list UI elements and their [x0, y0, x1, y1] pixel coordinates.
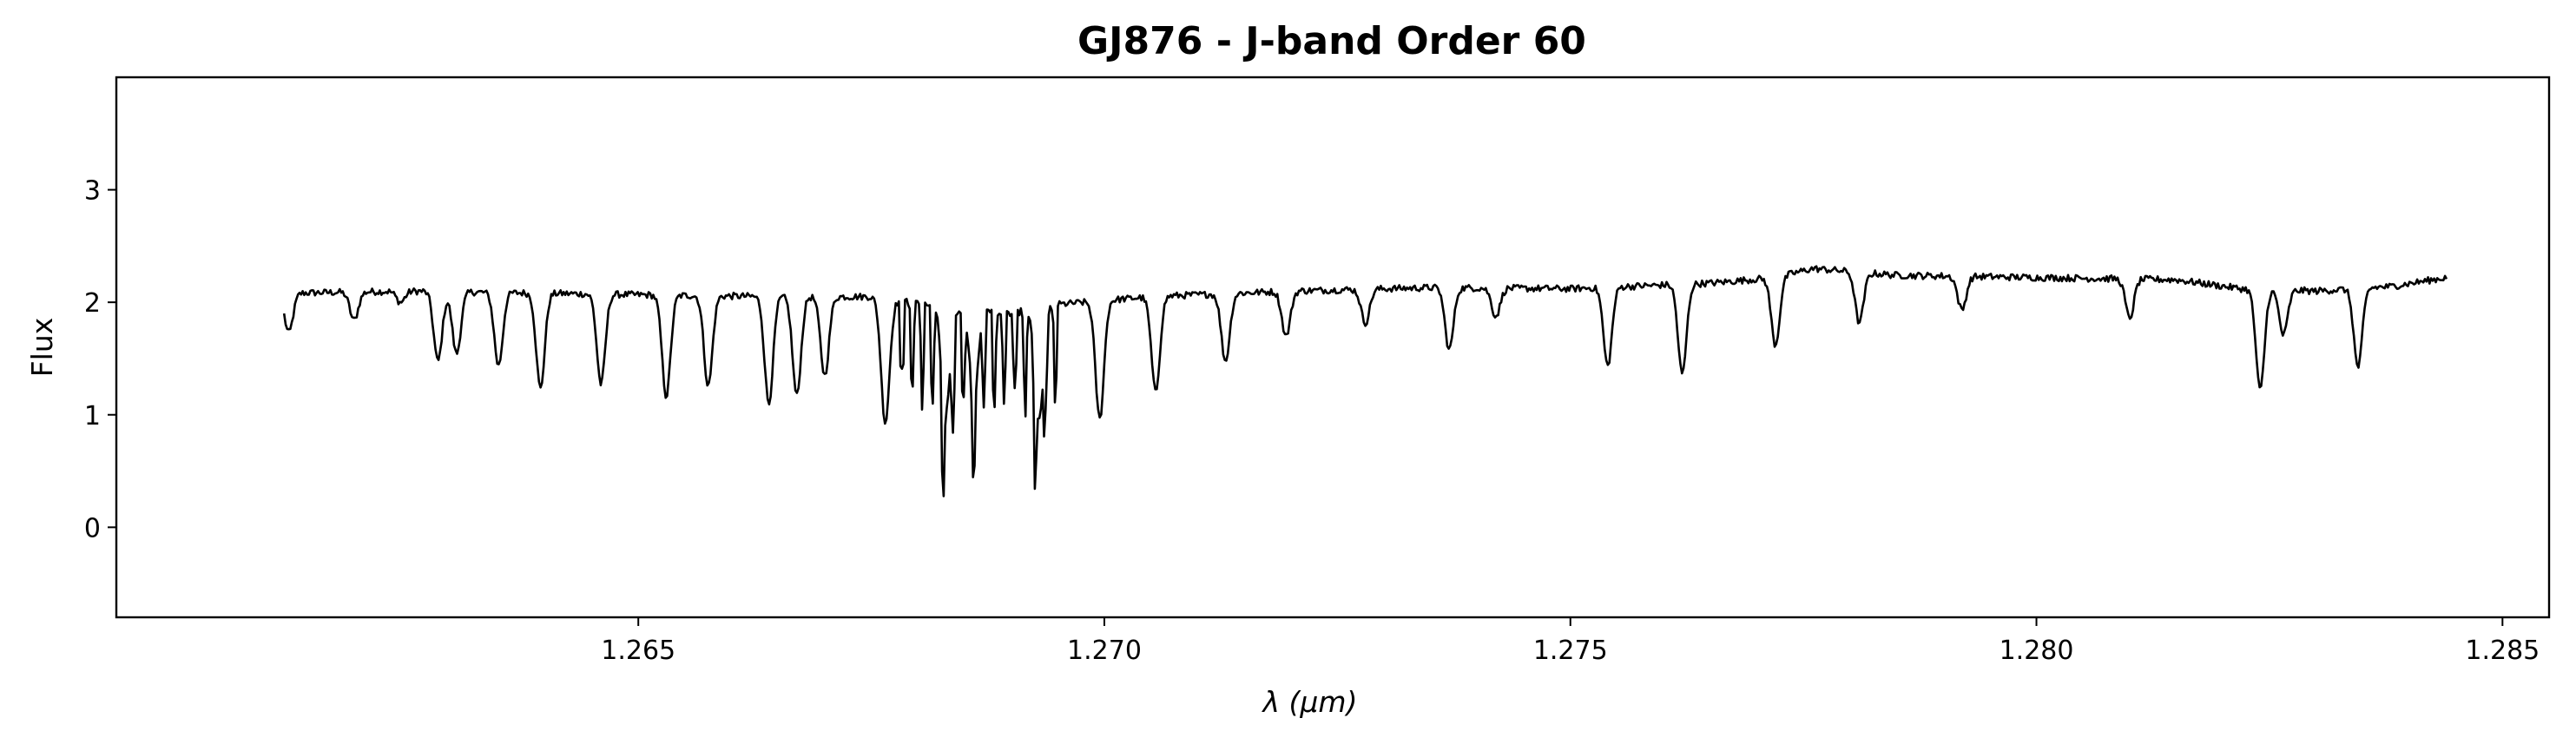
plot-frame [115, 76, 2551, 619]
y-tick-label: 3 [84, 176, 101, 207]
y-tick-label: 1 [84, 401, 101, 431]
y-axis-label: Flux [25, 318, 59, 378]
y-axis: 0 1 2 3 [84, 176, 116, 543]
x-tick-label: 1.275 [1533, 636, 1608, 666]
x-axis-label: λ (μm) [1262, 685, 1358, 719]
x-tick-label: 1.265 [601, 636, 675, 666]
x-tick-label: 1.270 [1067, 636, 1142, 666]
spectrum-series-line [282, 265, 2448, 497]
x-axis: 1.265 1.270 1.275 1.280 1.285 [601, 617, 2540, 666]
y-tick-label: 0 [84, 513, 101, 543]
chart-title: GJ876 - J-band Order 60 [1077, 19, 1586, 63]
y-tick-label: 2 [84, 288, 101, 319]
x-tick-label: 1.280 [2000, 636, 2074, 666]
x-tick-label: 1.285 [2465, 636, 2540, 666]
